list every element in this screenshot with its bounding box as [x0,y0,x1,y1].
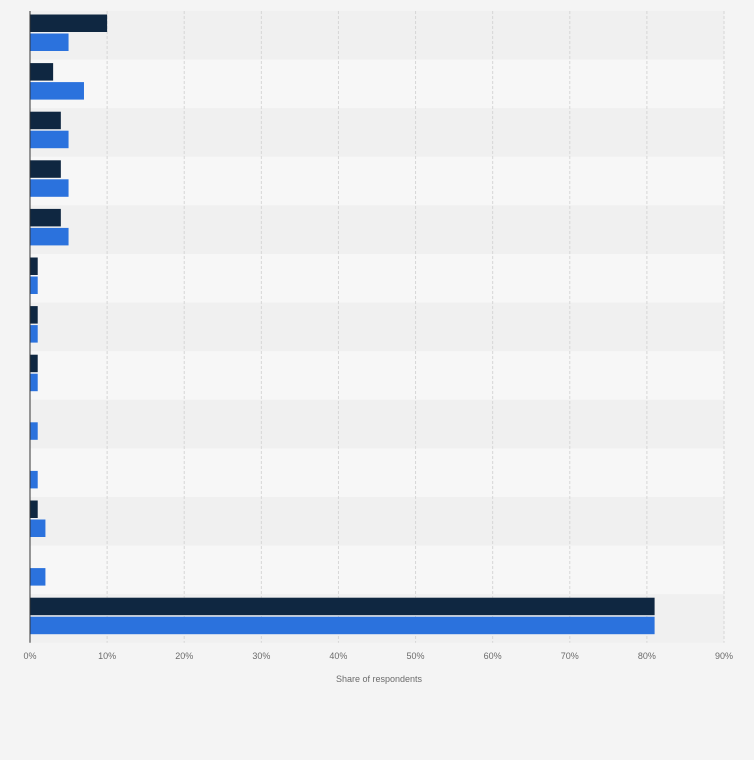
x-axis-title: Share of respondents [336,674,423,684]
bar [30,373,38,392]
bar [30,354,38,373]
row-band [30,302,724,352]
x-tick-label: 90% [715,651,733,661]
x-tick-label: 60% [484,651,502,661]
row-band [30,351,724,400]
bar [30,130,69,149]
row-band [30,448,724,497]
bar [30,470,38,489]
bar [30,597,655,616]
x-tick-label: 20% [175,651,193,661]
x-tick-label: 50% [407,651,425,661]
row-band [30,399,724,449]
bar [30,33,69,51]
bar [30,422,38,440]
row-bands [30,11,724,643]
row-band [30,205,724,254]
row-band [30,497,724,546]
bar [30,179,69,197]
bar [30,14,108,32]
bar [30,276,38,294]
x-tick-label: 0% [23,651,36,661]
x-tick-labels: 0% 10% 20% 30% 40% 50% 60% 70% 80% 90% [23,651,733,661]
row-band [30,156,724,206]
bar [30,63,54,81]
bar [30,519,46,537]
bar [30,325,38,343]
bar [30,568,46,586]
row-band [30,545,724,595]
row-band [30,108,724,157]
x-tick-label: 80% [638,651,656,661]
row-band [30,59,724,109]
gridlines [106,11,725,643]
row-band [30,254,724,303]
x-tick-label: 10% [98,651,116,661]
bar [30,500,38,518]
x-tick-label: 70% [561,651,579,661]
bar [30,208,61,227]
bar [30,160,61,178]
bar [30,616,655,635]
x-tick-label: 40% [329,651,347,661]
bar [30,257,38,275]
bar [30,227,69,246]
bar [30,306,38,324]
x-tick-label: 30% [252,651,270,661]
bars [30,14,655,635]
bar [30,82,84,100]
bar [30,111,61,130]
row-band [30,11,724,60]
